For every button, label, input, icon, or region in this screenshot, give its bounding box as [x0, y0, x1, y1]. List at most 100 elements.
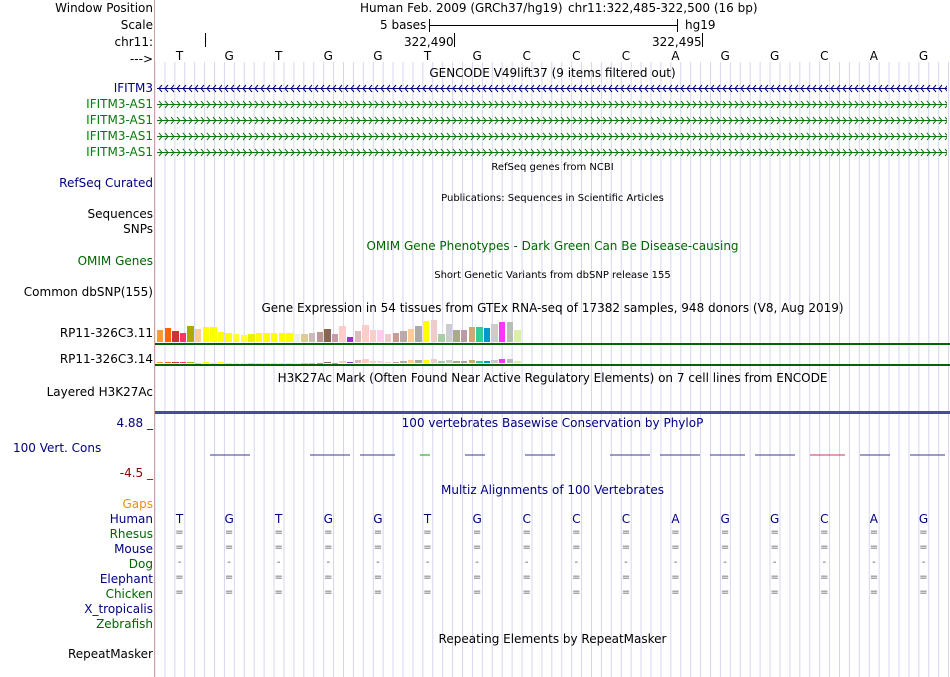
gtex-gene2-bar[interactable] [415, 360, 422, 363]
publications-track-title[interactable]: Publications: Sequences in Scientific Ar… [441, 193, 664, 204]
gtex-gene1-bar[interactable] [438, 334, 445, 342]
gtex-gene1-bar[interactable] [324, 329, 331, 342]
h3k27ac-track-label[interactable]: Layered H3K27Ac [46, 385, 153, 399]
gtex-gene1-bar[interactable] [202, 327, 209, 342]
gtex-gene2-bar[interactable] [423, 359, 430, 363]
gtex-gene1-bar[interactable] [385, 334, 392, 342]
gtex-gene1-bar[interactable] [362, 325, 369, 342]
multiz-species-label[interactable]: Dog [128, 557, 153, 571]
repeatmasker-track-label[interactable]: RepeatMasker [67, 647, 153, 661]
gtex-gene1-bar[interactable] [293, 334, 301, 342]
gtex-gene1-bar[interactable] [423, 321, 430, 342]
gtex-gene1-bar[interactable] [195, 329, 202, 342]
gtex-gene2-bar[interactable] [164, 361, 171, 363]
gencode-gene-label[interactable]: IFITM3-AS1 [86, 113, 153, 127]
gtex-gene2-bar[interactable] [271, 362, 278, 363]
gtex-gene2-bar[interactable] [157, 361, 164, 363]
gtex-gene2-bar[interactable] [453, 360, 460, 363]
gtex-gene2-bar[interactable] [179, 361, 187, 363]
gtex-gene2-bar[interactable] [309, 362, 316, 363]
dbsnp-track-title[interactable]: Short Genetic Variants from dbSNP releas… [434, 270, 671, 281]
gtex-gene2-bar[interactable] [286, 362, 293, 363]
gencode-gene-feature[interactable] [157, 147, 947, 158]
gencode-gene-feature[interactable] [157, 99, 947, 110]
gtex-gene2-bar[interactable] [202, 362, 209, 363]
gtex-gene1-bar[interactable] [225, 333, 232, 342]
gtex-gene1-bar[interactable] [491, 324, 498, 342]
gtex-gene1-bar[interactable] [248, 334, 255, 342]
gtex-gene2-bar[interactable] [240, 362, 247, 363]
gtex-gene1-bar[interactable] [445, 324, 453, 342]
sequences-track-label[interactable]: Sequences [87, 207, 153, 221]
gtex-gene1-bar[interactable] [354, 331, 361, 342]
gtex-gene2-bar[interactable] [187, 362, 194, 363]
gtex-gene2-bar[interactable] [514, 360, 521, 363]
refseq-track-title[interactable]: RefSeq genes from NCBI [491, 162, 614, 173]
gtex-gene2-bar[interactable] [400, 361, 407, 363]
gtex-gene1-bar[interactable] [210, 327, 217, 342]
gtex-gene1-bar[interactable] [255, 333, 263, 342]
gtex-gene2-bar[interactable] [499, 359, 506, 363]
gtex-gene1-bar[interactable] [377, 330, 384, 342]
snps-track-label[interactable]: SNPs [123, 222, 153, 236]
gtex-gene1-bar[interactable] [240, 335, 247, 342]
gtex-gene1-bar[interactable] [407, 329, 415, 342]
gtex-gene1-bar[interactable] [347, 337, 354, 342]
omim-track-label[interactable]: OMIM Genes [77, 254, 153, 268]
gtex-gene1-bar[interactable] [476, 327, 483, 342]
gtex-gene2-bar[interactable] [468, 360, 475, 363]
gtex-gene2-bar[interactable] [210, 362, 217, 363]
gtex-gene1-bar[interactable] [369, 330, 377, 342]
gtex-track-title[interactable]: Gene Expression in 54 tissues from GTEx … [261, 301, 844, 315]
multiz-species-label[interactable]: Zebrafish [96, 617, 153, 631]
gtex-gene1-bar[interactable] [316, 332, 323, 342]
gtex-gene2-label[interactable]: RP11-326C3.14 [59, 352, 153, 366]
gtex-gene2-bar[interactable] [195, 362, 202, 363]
gtex-gene2-bar[interactable] [362, 359, 369, 363]
gencode-gene-label[interactable]: IFITM3-AS1 [86, 97, 153, 111]
gtex-gene1-bar[interactable] [157, 330, 164, 342]
gtex-gene2-bar[interactable] [430, 359, 437, 363]
gtex-gene1-bar[interactable] [392, 333, 399, 342]
gtex-gene2-bar[interactable] [377, 360, 384, 363]
refseq-track-label[interactable]: RefSeq Curated [59, 176, 153, 190]
gtex-gene1-bar[interactable] [483, 328, 491, 342]
gtex-gene2-bar[interactable] [385, 361, 392, 363]
gencode-gene-feature[interactable] [157, 83, 947, 94]
gtex-gene2-bar[interactable] [347, 361, 354, 363]
gtex-gene1-bar[interactable] [468, 327, 475, 342]
gtex-gene2-bar[interactable] [248, 362, 255, 363]
gtex-gene1-bar[interactable] [309, 333, 316, 342]
gtex-gene2-bar[interactable] [301, 362, 308, 363]
gtex-gene2-bar[interactable] [354, 360, 361, 363]
gtex-gene1-bar[interactable] [233, 334, 240, 342]
gtex-gene2-bar[interactable] [407, 360, 415, 363]
gtex-gene1-bar[interactable] [301, 334, 308, 342]
gtex-gene2-bar[interactable] [506, 359, 513, 363]
repeatmasker-track-title[interactable]: Repeating Elements by RepeatMasker [438, 632, 667, 646]
gencode-gene-label[interactable]: IFITM3 [113, 81, 153, 95]
gtex-gene1-bar[interactable] [430, 320, 437, 342]
multiz-species-label[interactable]: Chicken [105, 587, 153, 601]
gtex-gene2-bar[interactable] [217, 362, 225, 363]
gtex-gene1-bar[interactable] [339, 326, 346, 342]
gtex-gene2-bar[interactable] [476, 360, 483, 363]
gtex-gene2-bar[interactable] [233, 362, 240, 363]
omim-track-title[interactable]: OMIM Gene Phenotypes - Dark Green Can Be… [366, 239, 739, 253]
multiz-gaps-label[interactable]: Gaps [122, 497, 153, 511]
multiz-species-label[interactable]: Human [109, 512, 153, 526]
gtex-gene1-bar[interactable] [415, 326, 422, 342]
gtex-gene1-bar[interactable] [271, 333, 278, 342]
gtex-gene1-bar[interactable] [187, 326, 194, 342]
gtex-gene2-bar[interactable] [369, 360, 377, 363]
gtex-gene1-bar[interactable] [179, 333, 187, 342]
gtex-gene2-bar[interactable] [278, 362, 285, 363]
phylop-track-title[interactable]: 100 vertebrates Basewise Conservation by… [401, 416, 704, 430]
gtex-gene1-bar[interactable] [263, 333, 270, 342]
h3k27ac-track-title[interactable]: H3K27Ac Mark (Often Found Near Active Re… [277, 371, 828, 385]
gtex-gene1-bar[interactable] [499, 322, 506, 342]
gtex-gene1-bar[interactable] [172, 331, 179, 342]
gtex-gene2-bar[interactable] [331, 362, 339, 363]
gtex-gene2-bar[interactable] [438, 361, 445, 363]
multiz-track-title[interactable]: Multiz Alignments of 100 Vertebrates [440, 483, 665, 497]
